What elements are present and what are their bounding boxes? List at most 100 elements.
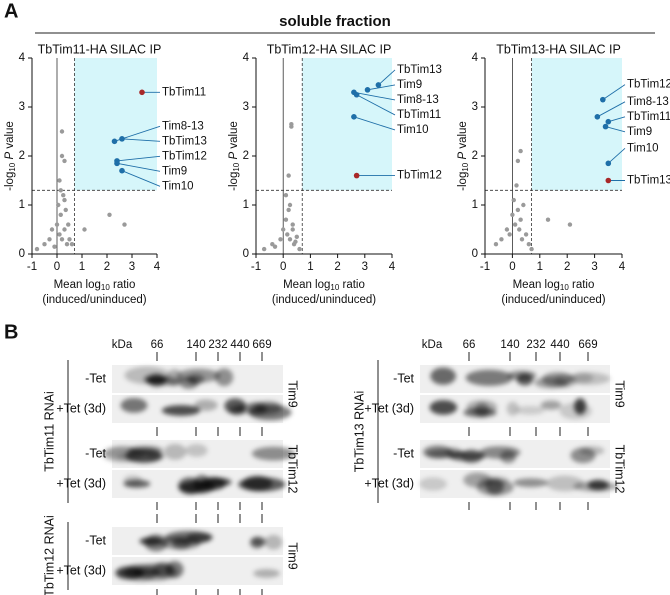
data-point <box>287 202 293 208</box>
data-point <box>287 237 293 242</box>
marker-label: 140 <box>500 339 519 351</box>
blot-signal <box>124 366 234 389</box>
point-label: TbTim13 <box>397 64 442 76</box>
band <box>123 475 143 487</box>
x-label-sub: 10 <box>101 283 110 292</box>
y-label-sub: 10 <box>461 162 470 171</box>
blot-signal <box>429 398 592 420</box>
blot-signal <box>120 397 292 421</box>
data-point <box>54 222 60 227</box>
label-connector <box>378 69 396 86</box>
band <box>465 369 513 386</box>
y-label-text: -log <box>228 172 240 191</box>
y-label-sub: 10 <box>232 162 241 171</box>
data-point <box>283 193 289 198</box>
y-axis-label: -log10 P value <box>4 121 17 191</box>
data-point <box>523 232 529 237</box>
marker-label: 669 <box>578 339 597 351</box>
y-tick-label: 0 <box>243 248 249 260</box>
y-tick-label: 0 <box>19 248 25 260</box>
row-label: -Tet <box>393 371 414 385</box>
label-connector <box>116 162 161 172</box>
data-point <box>47 237 52 242</box>
point-label: TbTim13 <box>162 135 207 147</box>
y-tick-label: 4 <box>243 52 250 64</box>
point-label: Tim8-13 <box>162 120 204 132</box>
data-point <box>67 237 72 242</box>
highlight-point <box>605 160 612 167</box>
data-point <box>515 158 521 164</box>
x-label-sub: 10 <box>330 283 339 292</box>
data-point <box>504 227 510 232</box>
band <box>146 452 165 461</box>
y-label-text: -log <box>457 172 469 191</box>
point-label: Tim9 <box>627 126 652 138</box>
band <box>185 443 208 457</box>
blot-signal <box>430 367 611 389</box>
kda-label: kDa <box>422 339 443 351</box>
band <box>559 402 592 420</box>
y-tick-label: 1 <box>243 199 249 211</box>
row-label: -Tet <box>85 533 106 547</box>
band <box>237 477 286 492</box>
band <box>419 477 448 491</box>
data-point <box>62 197 67 203</box>
point-label: Tim10 <box>397 124 429 136</box>
highlight-point <box>605 118 612 125</box>
band <box>570 447 596 464</box>
data-point <box>567 222 573 227</box>
data-point <box>61 193 66 198</box>
panel-label: A <box>4 0 18 22</box>
data-point <box>517 227 522 232</box>
row-label: +Tet (3d) <box>56 401 106 415</box>
data-point <box>283 217 289 222</box>
x-tick-label: 2 <box>104 261 110 273</box>
y-tick-label: 2 <box>19 150 25 162</box>
band <box>186 532 213 543</box>
point-label: TbTim11 <box>162 86 206 98</box>
x-axis-label: (induced/uninduced) <box>42 294 146 306</box>
marker-label: 232 <box>526 339 545 351</box>
x-axis-label: (induced/uninduced) <box>501 294 605 306</box>
data-point <box>286 173 291 178</box>
panel-label: B <box>4 321 18 343</box>
y-tick-label: 2 <box>472 150 478 162</box>
x-tick-label: 1 <box>537 261 543 273</box>
marker-label: 440 <box>230 339 249 351</box>
data-point <box>42 242 47 247</box>
data-point <box>63 207 68 213</box>
x-axis-label: Mean log10 ratio <box>54 279 136 292</box>
x-tick-label: 2 <box>334 261 340 273</box>
y-tick-label: 4 <box>19 52 26 64</box>
band <box>194 399 218 411</box>
band <box>540 400 562 410</box>
label-connector <box>597 101 626 118</box>
blot-signal <box>115 560 281 582</box>
data-point <box>512 222 518 227</box>
band <box>248 404 292 421</box>
band <box>429 400 458 415</box>
band <box>587 479 609 491</box>
point-label: Tim10 <box>627 142 659 154</box>
data-point <box>526 242 532 247</box>
highlight-point <box>351 114 357 120</box>
label-connector <box>121 138 161 142</box>
antibody-label: Tim9 <box>613 380 627 407</box>
highlight-point <box>594 114 601 120</box>
y-label-text: value <box>457 121 469 152</box>
data-point <box>521 202 526 208</box>
significance-region <box>531 58 622 191</box>
kda-label: kDa <box>112 339 133 351</box>
chart-title: TbTim12-HA SILAC IP <box>267 42 392 56</box>
data-point <box>511 197 516 203</box>
data-point <box>515 207 521 213</box>
significance-region <box>74 58 157 191</box>
band <box>161 405 201 416</box>
data-point <box>499 237 504 242</box>
data-point <box>57 232 62 237</box>
band <box>251 536 267 547</box>
band <box>253 568 281 578</box>
data-point <box>293 239 298 244</box>
